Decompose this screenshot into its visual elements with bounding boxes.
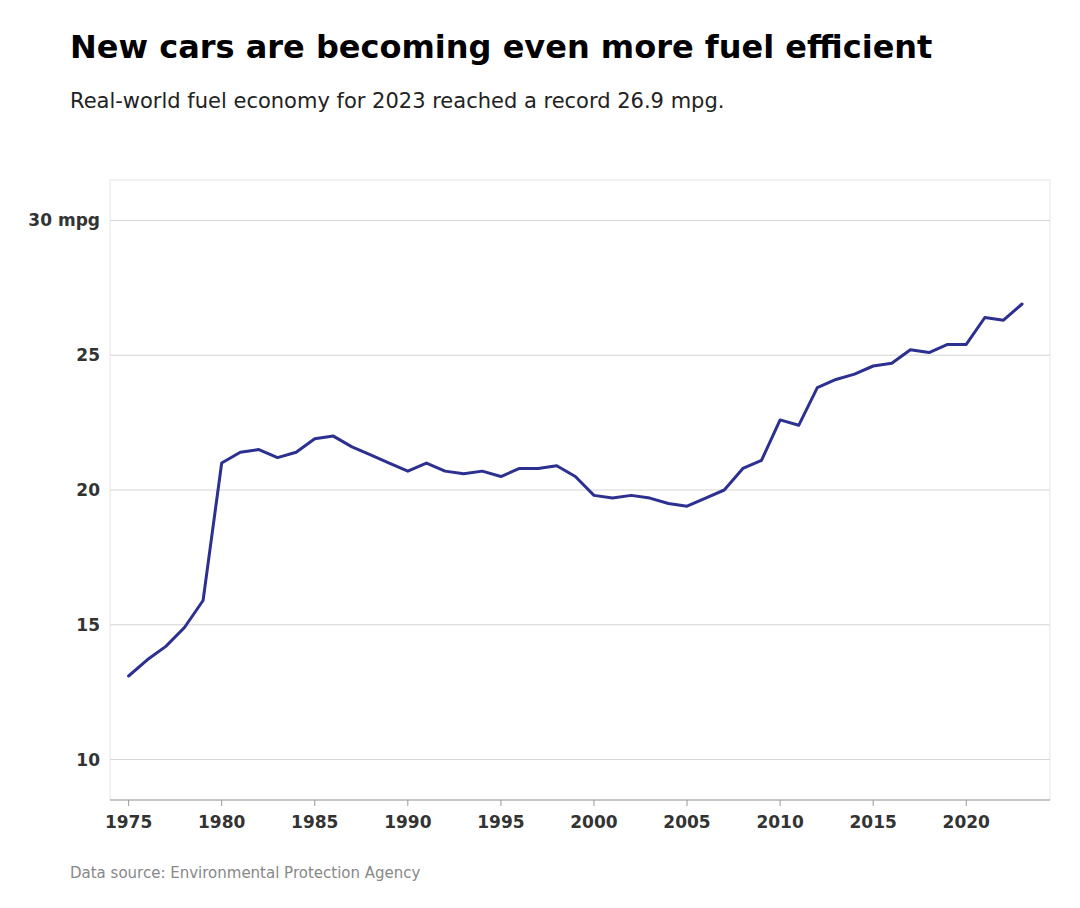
grid-line [110, 490, 1050, 491]
x-tick-label: 2000 [570, 812, 617, 832]
grid-line [110, 624, 1050, 625]
x-tick [687, 800, 688, 806]
x-tick [593, 800, 594, 806]
footnote: Data source: Environmental Protection Ag… [70, 864, 421, 882]
x-tick [407, 800, 408, 806]
x-tick [780, 800, 781, 806]
chart: New cars are becoming even more fuel eff… [0, 0, 1080, 908]
grid-line [110, 220, 1050, 221]
plot-frame [110, 180, 1050, 800]
subtitle: Real-world fuel economy for 2023 reached… [70, 89, 724, 113]
x-tick [221, 800, 222, 806]
x-axis-line [110, 800, 1050, 801]
y-tick-label: 20 [76, 480, 100, 500]
x-tick-label: 1985 [291, 812, 338, 832]
data-line [129, 304, 1022, 676]
title: New cars are becoming even more fuel eff… [70, 28, 932, 66]
x-tick-label: 2015 [850, 812, 897, 832]
background [0, 0, 1080, 908]
x-tick-label: 2010 [756, 812, 803, 832]
x-tick-label: 1995 [477, 812, 524, 832]
y-tick-label: 25 [76, 345, 100, 365]
grid-line [110, 759, 1050, 760]
x-tick [500, 800, 501, 806]
x-tick [966, 800, 967, 806]
x-tick [128, 800, 129, 806]
x-tick-label: 1975 [105, 812, 152, 832]
y-tick-label: 10 [76, 750, 100, 770]
x-tick-label: 2020 [943, 812, 990, 832]
grid-line [110, 355, 1050, 356]
data-layer [129, 304, 1022, 676]
x-tick-label: 2005 [663, 812, 710, 832]
x-tick [873, 800, 874, 806]
y-tick-label: 30 mpg [28, 210, 100, 230]
x-tick-label: 1990 [384, 812, 431, 832]
y-grid [110, 220, 1050, 759]
y-tick-label: 15 [76, 615, 100, 635]
x-tick [314, 800, 315, 806]
axes: 10 15 20 25 30 mpg 1975 1980 1985 1990 1995 2000 20… [28, 180, 1050, 832]
x-tick-label: 1980 [198, 812, 245, 832]
